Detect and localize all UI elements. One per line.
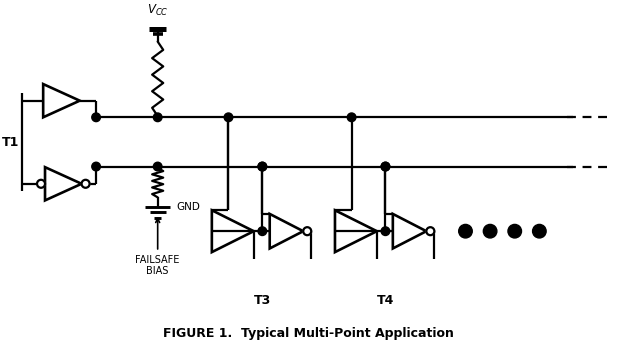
Circle shape — [381, 227, 390, 236]
Circle shape — [458, 224, 472, 238]
Text: T3: T3 — [254, 294, 271, 307]
Text: FAILSAFE
BIAS: FAILSAFE BIAS — [136, 219, 180, 276]
Text: T1: T1 — [2, 136, 19, 149]
Circle shape — [224, 113, 233, 121]
Circle shape — [81, 180, 89, 188]
Circle shape — [381, 162, 390, 171]
Circle shape — [92, 113, 101, 121]
Circle shape — [532, 224, 546, 238]
Circle shape — [508, 224, 521, 238]
Circle shape — [258, 227, 267, 236]
Text: GND: GND — [176, 201, 200, 212]
Circle shape — [154, 162, 162, 171]
Circle shape — [37, 180, 45, 188]
Circle shape — [347, 113, 356, 121]
Text: T4: T4 — [377, 294, 394, 307]
Circle shape — [426, 227, 434, 235]
Circle shape — [483, 224, 497, 238]
Circle shape — [258, 162, 267, 171]
Circle shape — [258, 162, 267, 171]
Circle shape — [303, 227, 311, 235]
Text: FIGURE 1.  Typical Multi-Point Application: FIGURE 1. Typical Multi-Point Applicatio… — [163, 327, 454, 340]
Circle shape — [381, 162, 390, 171]
Circle shape — [154, 113, 162, 121]
Text: $V_{CC}$: $V_{CC}$ — [147, 3, 168, 18]
Circle shape — [92, 162, 101, 171]
